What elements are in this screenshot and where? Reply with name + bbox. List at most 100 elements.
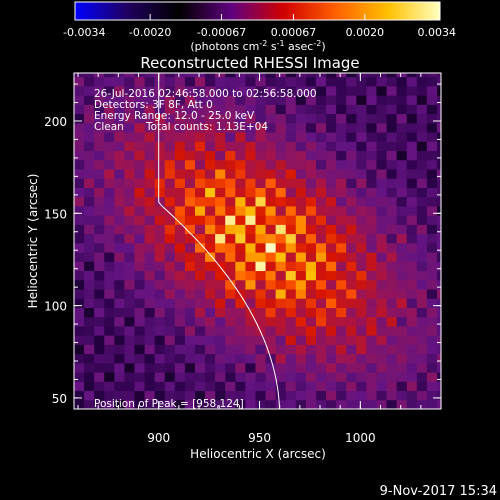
heatmap-cell — [416, 85, 428, 96]
heatmap-cell — [205, 372, 216, 382]
heatmap-cell — [194, 224, 206, 235]
heatmap-cell — [305, 205, 317, 216]
heatmap-cell — [356, 325, 367, 336]
heatmap-cell — [215, 187, 226, 198]
heatmap-cell — [235, 362, 246, 373]
heatmap-cell — [215, 104, 226, 115]
heatmap-cell — [144, 76, 156, 87]
heatmap-cell — [124, 372, 135, 382]
heatmap-cell — [386, 85, 398, 96]
heatmap-cell — [275, 85, 287, 96]
heatmap-cell — [386, 95, 398, 105]
heatmap-cell — [295, 353, 307, 364]
heatmap-cell — [386, 325, 398, 336]
heatmap-cell — [225, 141, 236, 152]
heatmap-cell — [255, 76, 267, 87]
heatmap-cell — [416, 344, 428, 355]
heatmap-cell — [164, 224, 176, 235]
heatmap-cell — [205, 399, 216, 409]
heatmap-cell — [124, 381, 135, 392]
heatmap-cell — [426, 85, 438, 96]
heatmap-cell — [406, 73, 418, 78]
heatmap-cell — [275, 307, 287, 318]
heatmap-cell — [315, 224, 327, 235]
heatmap-cell — [184, 85, 196, 96]
heatmap-cell — [134, 224, 146, 235]
heatmap-cell — [124, 390, 135, 401]
heatmap-cell — [174, 196, 186, 207]
heatmap-cell — [426, 215, 438, 225]
heatmap-cell — [124, 95, 135, 105]
heatmap-cell — [154, 141, 166, 152]
heatmap-cell — [205, 122, 216, 133]
heatmap-cell — [144, 113, 156, 124]
heatmap-cell — [386, 76, 398, 87]
heatmap-cell — [154, 316, 166, 327]
heatmap-cell — [245, 132, 256, 142]
heatmap-cell — [406, 169, 418, 179]
heatmap-cell — [104, 242, 115, 253]
heatmap-cell — [426, 372, 438, 382]
heatmap-cell — [124, 141, 135, 152]
heatmap-cell — [356, 390, 367, 401]
heatmap-cell — [326, 178, 337, 188]
heatmap-cell — [84, 307, 95, 318]
heatmap-cell — [124, 104, 135, 115]
heatmap-cell — [114, 141, 125, 152]
heatmap-cell — [84, 73, 95, 78]
heatmap-cell — [326, 122, 337, 133]
heatmap-cell — [225, 178, 236, 188]
heatmap-cell — [376, 122, 388, 133]
heatmap-cell — [326, 289, 337, 299]
heatmap-cell — [154, 122, 166, 133]
heatmap-cell — [174, 73, 186, 78]
heatmap-cell — [245, 390, 256, 401]
heatmap-cell — [326, 104, 337, 115]
heatmap-cell — [194, 270, 206, 281]
heatmap-cell — [416, 104, 428, 115]
heatmap-cell — [416, 270, 428, 281]
heatmap-cell — [356, 95, 367, 105]
heatmap-cell — [174, 381, 186, 392]
heatmap-cell — [356, 344, 367, 355]
heatmap-cell — [124, 242, 135, 253]
heatmap-cell — [74, 215, 85, 225]
heatmap-cell — [406, 224, 418, 235]
heatmap-cell — [134, 141, 146, 152]
heatmap-cell — [164, 372, 176, 382]
heatmap-cell — [114, 159, 125, 170]
heatmap-cell — [184, 233, 196, 244]
heatmap-cell — [305, 298, 317, 308]
heatmap-cell — [426, 242, 438, 253]
heatmap-cell — [436, 205, 441, 216]
heatmap-cell — [194, 252, 206, 262]
heatmap-cell — [436, 132, 441, 142]
heatmap-cell — [275, 279, 287, 290]
heatmap-cell — [376, 344, 388, 355]
heatmap-cell — [94, 113, 105, 124]
heatmap-cell — [144, 215, 156, 225]
heatmap-cell — [336, 95, 347, 105]
heatmap-cell — [114, 307, 125, 318]
heatmap-cell — [326, 372, 337, 382]
heatmap-cell — [346, 362, 357, 373]
colorbar-tick-label: -0.0034 — [63, 26, 105, 39]
heatmap-cell — [366, 141, 377, 152]
heatmap-cell — [346, 270, 357, 281]
heatmap-cell — [114, 76, 125, 87]
heatmap-cell — [245, 279, 256, 290]
heatmap-cell — [295, 307, 307, 318]
heatmap-cell — [356, 178, 367, 188]
heatmap-cell — [265, 113, 277, 124]
heatmap-cell — [356, 316, 367, 327]
heatmap-cell — [84, 372, 95, 382]
heatmap-cell — [366, 298, 377, 308]
heatmap-cell — [84, 150, 95, 161]
heatmap-cell — [386, 353, 398, 364]
heatmap-cell — [275, 76, 287, 87]
heatmap-cell — [94, 390, 105, 401]
heatmap-cell — [164, 196, 176, 207]
heatmap-cell — [255, 95, 267, 105]
axis-ticks: 900 950 1000 50 100 150 200 — [44, 73, 442, 445]
heatmap-cell — [326, 344, 337, 355]
